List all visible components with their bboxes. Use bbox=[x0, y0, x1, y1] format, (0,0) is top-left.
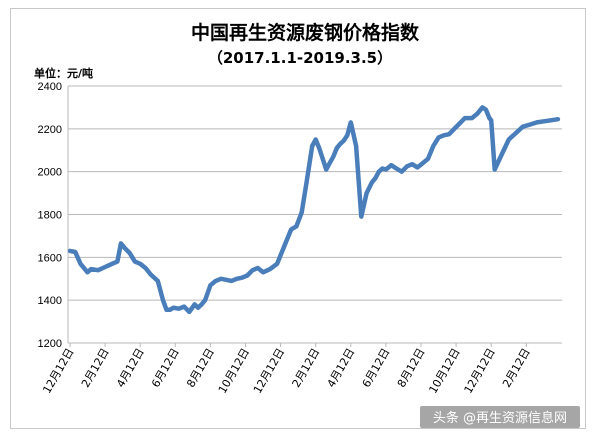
y-axis-unit-label: 单位：元/吨 bbox=[34, 66, 93, 80]
x-tick-label: 10月12日 bbox=[216, 346, 252, 396]
x-tick-label: 4月12日 bbox=[325, 346, 358, 390]
x-tick-label: 8月12日 bbox=[184, 346, 217, 390]
chart-title: 中国再生资源废钢价格指数 bbox=[191, 21, 420, 44]
y-tick-label: 1400 bbox=[38, 295, 62, 307]
x-tick-label: 12月12日 bbox=[251, 346, 287, 396]
chart-frame bbox=[10, 8, 586, 429]
x-tick-label: 2月12日 bbox=[79, 346, 112, 390]
x-tick-label: 4月12日 bbox=[114, 346, 147, 390]
y-tick-label: 2200 bbox=[38, 124, 62, 136]
watermark: 头条 @再生资源信息网 bbox=[420, 406, 580, 428]
y-axis-ticks: 1200 1400 1600 1800 2000 2200 2400 bbox=[38, 81, 62, 350]
x-tick-label: 6月12日 bbox=[149, 346, 182, 390]
y-tick-label: 2400 bbox=[38, 81, 62, 93]
y-tick-label: 1200 bbox=[38, 338, 62, 350]
x-tick-label: 8月12日 bbox=[395, 346, 428, 390]
gridlines bbox=[67, 85, 562, 344]
x-tick-label: 12月12日 bbox=[40, 346, 76, 396]
chart-subtitle: （2017.1.1-2019.3.5） bbox=[208, 49, 392, 67]
y-tick-label: 1800 bbox=[38, 210, 62, 222]
watermark-text: 头条 @再生资源信息网 bbox=[433, 410, 567, 426]
watermark-background bbox=[420, 406, 580, 428]
x-tick-label: 6月12日 bbox=[360, 346, 393, 390]
price-index-line bbox=[67, 105, 561, 315]
x-tick-label: 2月12日 bbox=[500, 346, 533, 390]
x-tick-label: 2月12日 bbox=[290, 346, 323, 390]
y-tick-label: 2000 bbox=[38, 167, 62, 179]
x-tick-label: 12月12日 bbox=[462, 346, 498, 396]
y-tick-label: 1600 bbox=[38, 252, 62, 264]
x-tick-label: 10月12日 bbox=[426, 346, 462, 396]
